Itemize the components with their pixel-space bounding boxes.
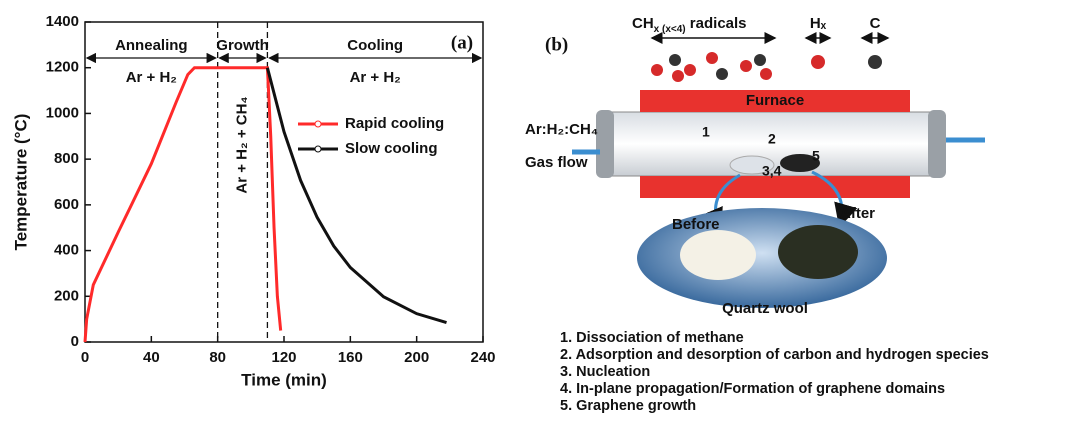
furnace-label: Furnace: [746, 92, 804, 109]
phase-gas: Ar + H₂: [350, 69, 401, 86]
legend-marker: [315, 146, 321, 152]
step-item: 5. Graphene growth: [560, 398, 696, 414]
atom: [754, 54, 766, 66]
x-tick-label: 120: [271, 349, 296, 366]
legend-label: Slow cooling: [345, 140, 438, 157]
wool-after: [778, 225, 858, 279]
atom: [740, 60, 752, 72]
atom: [684, 64, 696, 76]
atom: [672, 70, 684, 82]
phase-label: Growth: [216, 37, 269, 54]
step-item: 2. Adsorption and desorption of carbon a…: [560, 347, 989, 363]
atom: [760, 68, 772, 80]
x-tick-label: 160: [338, 349, 363, 366]
gas-mix-label: Ar:H₂:CH₄: [525, 121, 598, 138]
radicals-base: CH: [632, 15, 654, 32]
x-tick-label: 40: [143, 349, 160, 366]
before-label: Before: [672, 216, 720, 233]
step-item: 1. Dissociation of methane: [560, 330, 744, 346]
hydrogen-label: Hₓ: [810, 15, 827, 32]
molecules: [651, 52, 882, 82]
after-label: After: [840, 205, 875, 222]
tube-cap: [596, 110, 614, 178]
phase-label: Annealing: [115, 37, 188, 54]
phase-label: Cooling: [347, 37, 403, 54]
x-axis-label: Time (min): [241, 370, 327, 389]
wool-label: Quartz wool: [722, 300, 808, 317]
y-tick-label: 600: [54, 196, 79, 213]
y-tick-label: 200: [54, 287, 79, 304]
panel-label: (a): [451, 32, 473, 53]
step-item: 4. In-plane propagation/Formation of gra…: [560, 381, 945, 397]
step-item: 3. Nucleation: [560, 364, 650, 380]
y-axis-label: Temperature (°C): [11, 114, 30, 251]
radicals-label: CHx (x<4) radicals: [632, 15, 747, 35]
page: (a) Time (min) Temperature (°C) 04080120…: [0, 0, 1088, 425]
step-marker: 1: [702, 124, 710, 140]
carbon-label: C: [870, 15, 881, 32]
wool-before: [680, 230, 756, 280]
x-tick-label: 80: [209, 349, 226, 366]
x-tick-label: 0: [81, 349, 89, 366]
radicals-tail: radicals: [686, 15, 747, 32]
y-tick-label: 800: [54, 150, 79, 167]
step-marker: 2: [768, 131, 776, 147]
y-tick-label: 400: [54, 242, 79, 259]
x-tick-label: 200: [404, 349, 429, 366]
atom: [706, 52, 718, 64]
diagram-b: (b) CHx (x<4) radicals Hₓ C Furnace Ar:H…: [525, 15, 989, 414]
atom: [716, 68, 728, 80]
legend-marker: [315, 121, 321, 127]
atom: [651, 64, 663, 76]
atom: [669, 54, 681, 66]
phase-gas: Ar + H₂ + CH₄: [234, 96, 251, 193]
y-tick-label: 1200: [46, 59, 79, 76]
tube-cap: [928, 110, 946, 178]
series-line: [85, 68, 281, 342]
gas-flow-label: Gas flow: [525, 154, 588, 171]
x-tick-label: 240: [470, 349, 495, 366]
phase-gas: Ar + H₂: [126, 69, 177, 86]
series-line: [267, 68, 446, 323]
atom: [868, 55, 882, 69]
radicals-sub: x (x<4): [654, 24, 686, 35]
y-tick-label: 1400: [46, 13, 79, 30]
figure: (a) Time (min) Temperature (°C) 04080120…: [0, 0, 1088, 425]
y-tick-label: 0: [71, 333, 79, 350]
chart-a: (a) Time (min) Temperature (°C) 0 40 80 120…: [11, 13, 495, 390]
y-tick-label: 1000: [46, 104, 79, 121]
atom: [811, 55, 825, 69]
step-marker: 3,4: [762, 163, 782, 179]
panel-label: (b): [545, 34, 568, 55]
furnace-bottom: [640, 176, 910, 198]
legend-label: Rapid cooling: [345, 115, 444, 132]
step-marker: 5: [812, 148, 820, 164]
